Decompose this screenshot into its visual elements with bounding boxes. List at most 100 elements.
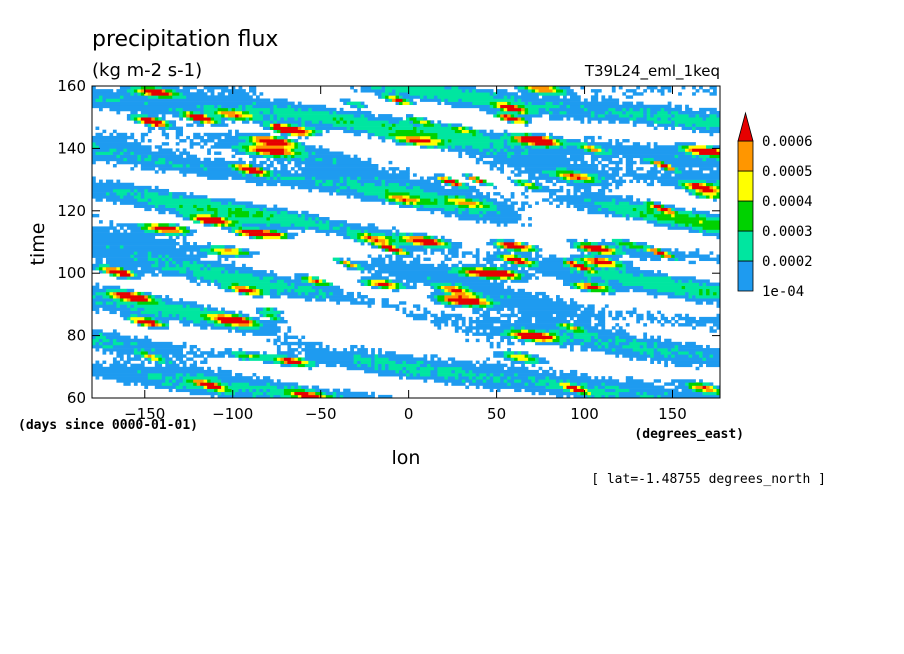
field-cell [688, 145, 707, 149]
field-cell [608, 245, 616, 249]
field-cell [123, 151, 131, 155]
field-cell [119, 226, 124, 230]
field-cell [287, 288, 292, 293]
field-cell [646, 248, 651, 252]
field-cell [325, 344, 330, 349]
field-cell [168, 257, 173, 262]
field-cell [151, 226, 156, 230]
field-cell [716, 388, 721, 393]
field-cell [447, 139, 452, 143]
field-cell [503, 357, 511, 361]
field-cell [158, 148, 173, 152]
field-cell [332, 257, 341, 262]
field-cell [350, 86, 354, 90]
field-cell [479, 304, 487, 308]
field-cell [381, 363, 386, 368]
field-cell [189, 229, 197, 233]
field-cell [479, 210, 484, 215]
field-cell [161, 273, 194, 277]
field-cell [119, 313, 131, 318]
field-cell [468, 382, 508, 386]
field-cell [713, 188, 717, 193]
field-cell [283, 288, 288, 293]
field-cell [402, 366, 407, 371]
field-cell [161, 323, 166, 327]
field-cell [140, 226, 149, 230]
field-cell [221, 110, 236, 115]
field-cell [685, 107, 693, 112]
field-cell [392, 242, 414, 246]
field-cell [224, 313, 232, 318]
field-cell [231, 388, 239, 393]
field-cell [343, 179, 347, 184]
field-cell [105, 260, 156, 265]
field-cell [625, 213, 630, 218]
field-cell [709, 114, 717, 118]
field-cell [332, 394, 337, 399]
field-cell [154, 354, 163, 358]
field-cell [524, 188, 529, 193]
field-cell [632, 217, 644, 221]
field-cell [207, 167, 232, 171]
field-cell [165, 232, 180, 237]
field-cell [702, 291, 707, 296]
field-cell [249, 316, 253, 321]
field-cell [179, 110, 184, 115]
field-cell [273, 157, 288, 162]
field-cell [392, 235, 400, 240]
field-cell [695, 154, 700, 159]
field-cell [231, 164, 236, 168]
field-cell [507, 307, 515, 311]
field-cell [713, 354, 721, 358]
field-cell [392, 226, 396, 230]
field-cell [367, 117, 403, 121]
field-cell [514, 270, 518, 274]
field-cell [590, 98, 599, 102]
field-cell [290, 385, 295, 389]
field-cell [283, 338, 288, 343]
field-cell [465, 145, 473, 149]
field-cell [538, 379, 557, 383]
field-cell [489, 238, 498, 243]
field-cell [203, 164, 229, 168]
field-cell [228, 117, 236, 121]
field-cell [360, 263, 435, 268]
field-cell [608, 291, 616, 296]
field-cell [412, 185, 421, 190]
field-cell [175, 263, 180, 268]
field-cell [531, 363, 536, 368]
field-cell [524, 117, 532, 121]
field-cell [140, 86, 156, 90]
field-cell [702, 182, 707, 187]
field-cell [566, 323, 571, 327]
field-cell [350, 104, 358, 109]
field-cell [465, 89, 470, 93]
field-cell [538, 357, 546, 361]
field-cell [249, 388, 253, 393]
field-cell [179, 245, 211, 249]
field-cell [451, 86, 459, 90]
field-cell [444, 101, 473, 106]
field-cell [269, 213, 274, 218]
field-cell [514, 114, 518, 118]
field-cell [479, 129, 487, 134]
field-cell [360, 229, 365, 233]
field-cell [311, 107, 337, 112]
field-cell [601, 338, 609, 343]
field-cell [144, 123, 149, 127]
field-cell [496, 167, 504, 171]
field-cell [147, 298, 152, 302]
field-cell [172, 313, 177, 318]
field-cell [597, 338, 602, 343]
field-cell [406, 313, 428, 318]
field-cell [524, 101, 529, 106]
field-cell [161, 354, 170, 358]
field-cell [182, 213, 190, 218]
field-cell [200, 145, 204, 149]
field-cell [437, 366, 463, 371]
field-cell [618, 242, 634, 246]
field-cell [542, 135, 546, 140]
field-cell [517, 357, 529, 361]
field-cell [419, 135, 431, 140]
field-cell [290, 357, 295, 361]
